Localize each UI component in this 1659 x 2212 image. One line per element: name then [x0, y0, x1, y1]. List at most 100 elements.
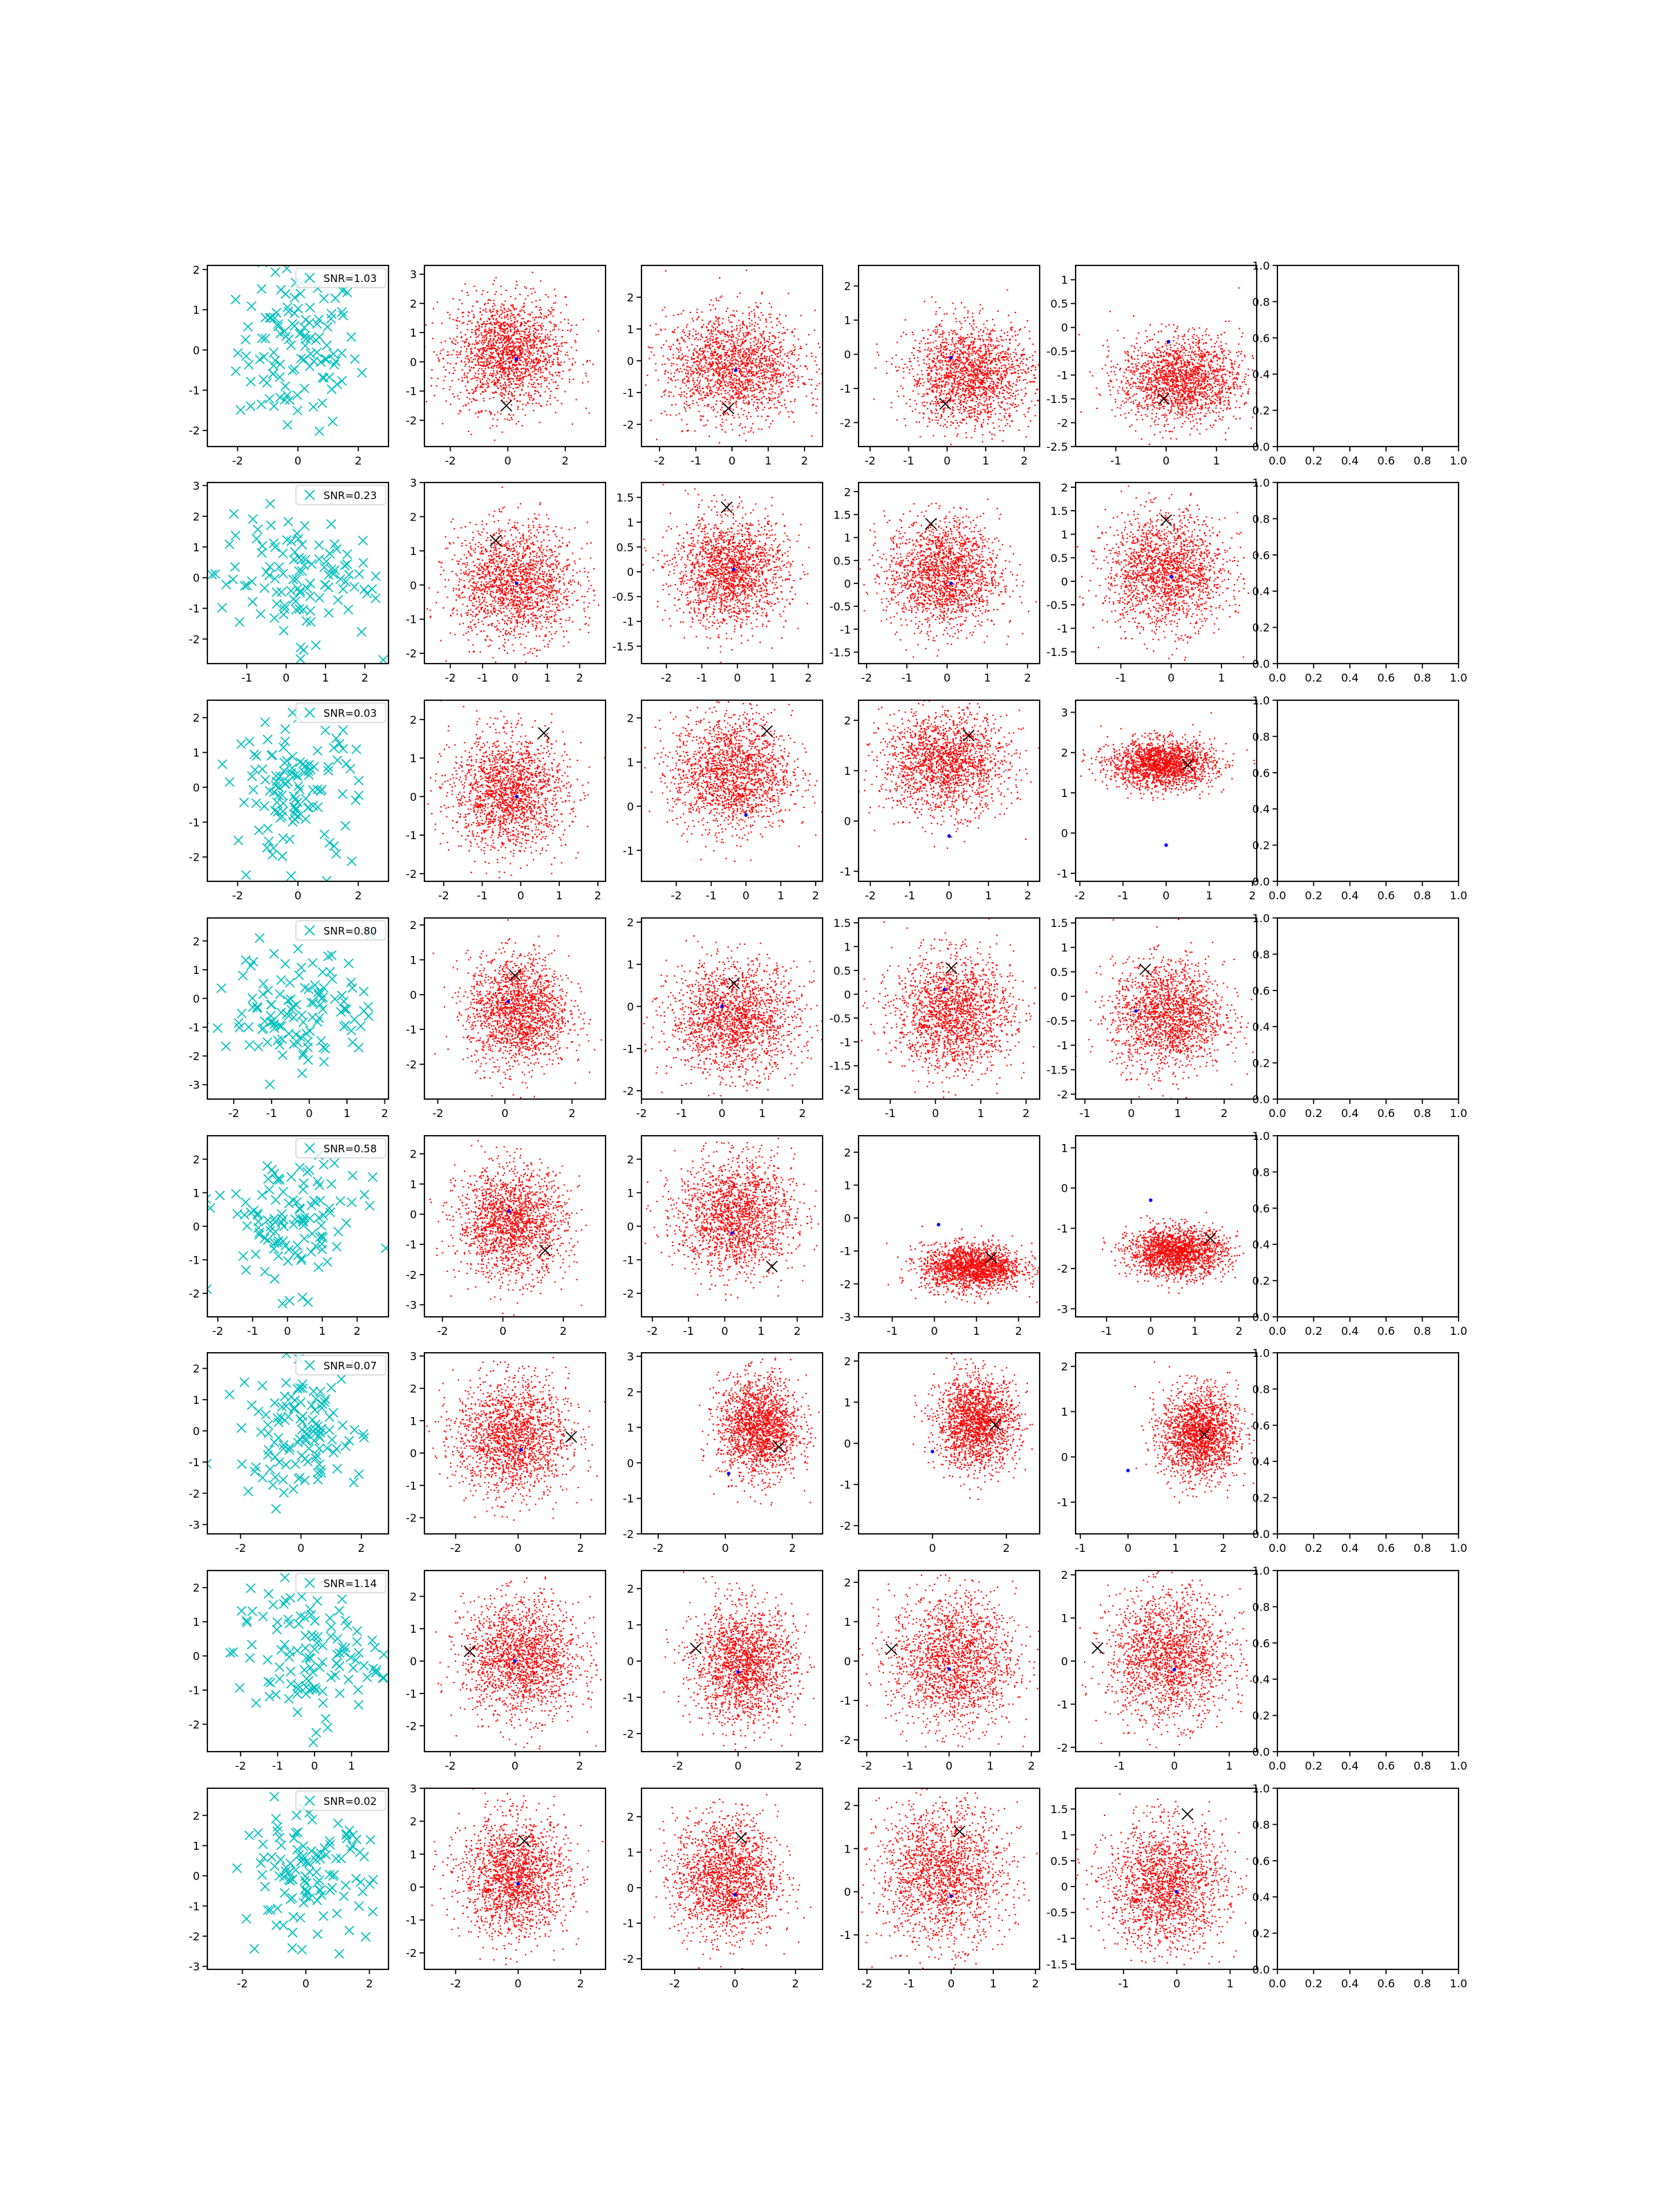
row0-stage1-sample	[481, 337, 483, 339]
row0-stage3-sample	[1009, 397, 1011, 399]
row0-stage3-sample	[921, 402, 924, 404]
row0-stage3-sample	[959, 349, 961, 351]
row0-stage3-sample	[957, 368, 959, 370]
row0-stage1-sample	[529, 357, 531, 359]
row0-stage1-sample	[490, 351, 492, 353]
row0-stage2-sample	[700, 369, 702, 371]
row0-stage1-sample	[530, 367, 532, 369]
row0-stage2-sample	[718, 442, 720, 444]
row0-stage3-sample	[1020, 328, 1022, 330]
row0-observed-point	[233, 348, 243, 358]
row0-stage3-sample	[988, 385, 990, 387]
row0-stage1-sample	[529, 397, 531, 399]
row0-stage1-sample	[505, 362, 507, 364]
row0-stage1-sample	[567, 329, 569, 331]
row0-stage3-sample	[1004, 353, 1006, 355]
row0-stage2-sample	[744, 364, 747, 366]
row0-stage1-sample	[489, 323, 491, 325]
row0-stage1-sample	[456, 319, 458, 321]
row0-stage3-sample	[985, 353, 987, 355]
row0-stage1-sample	[522, 382, 524, 384]
row0-stage3-sample	[991, 380, 993, 382]
row0-stage1-sample	[505, 391, 507, 393]
row0-stage2-sample	[760, 362, 762, 364]
row0-stage1-sample	[534, 376, 536, 378]
row0-stage1-sample	[483, 400, 485, 402]
row0-stage1-sample	[462, 316, 464, 318]
row0-stage2-sample	[791, 330, 794, 332]
row0-stage3-sample	[974, 409, 976, 411]
row0-stage1-sample	[498, 362, 500, 364]
row0-stage3-sample	[986, 356, 988, 358]
row0-stage3-sample	[933, 361, 935, 363]
row0-stage1-sample	[502, 357, 504, 359]
row0-stage2-sample	[748, 402, 750, 404]
row0-stage1-sample	[509, 357, 512, 359]
row0-stage1-sample	[478, 340, 480, 342]
row0-stage1-sample	[477, 348, 479, 350]
row0-stage3-sample	[987, 418, 989, 420]
row0-stage2-sample	[722, 345, 724, 347]
row0-stage2-sample	[716, 392, 718, 394]
row0-stage3-sample	[878, 354, 880, 356]
row0-stage3-sample	[1001, 376, 1003, 378]
row0-stage2-sample	[718, 375, 720, 377]
row0-stage2-sample	[733, 343, 735, 345]
row0-stage2-sample	[743, 433, 745, 435]
row0-stage1-sample	[524, 285, 526, 288]
row0-stage1-sample	[482, 335, 485, 337]
row0-stage2-sample	[719, 324, 721, 326]
row0-stage1-sample	[471, 377, 474, 379]
row0-stage1-sample	[527, 386, 529, 388]
row0-stage1-sample	[511, 371, 513, 373]
row0-stage1-sample	[520, 324, 522, 326]
row0-stage1-sample	[536, 353, 538, 355]
row0-stage1-sample	[503, 324, 505, 326]
row0-stage2-sample	[706, 420, 709, 422]
row0-stage1-sample	[449, 386, 451, 388]
row0-stage1-sample	[526, 351, 528, 353]
row0-stage3-sample	[957, 389, 959, 391]
row0-stage1-sample	[507, 413, 509, 415]
row0-stage1-sample	[469, 344, 471, 346]
row0-stage1-sample	[504, 321, 506, 324]
row0-stage3-sample	[935, 399, 937, 401]
row0-stage1-sample	[484, 389, 486, 391]
row0-stage2-sample	[724, 348, 726, 350]
row0-stage2-sample	[701, 367, 703, 369]
row0-stage1-sample	[508, 340, 510, 342]
row0-stage2-sample	[720, 339, 722, 341]
row0-stage2-sample	[712, 336, 714, 338]
row0-stage2-sample	[670, 378, 672, 380]
row0-stage1-sample	[511, 359, 513, 362]
row0-stage2-sample	[750, 430, 752, 432]
row0-stage2-sample	[770, 379, 772, 382]
row0-stage1-sample	[500, 313, 502, 315]
row0-stage1-sample	[524, 312, 526, 314]
row0-stage2-sample	[720, 355, 722, 357]
row0-stage3-sample	[966, 359, 968, 361]
row0-stage3-sample	[950, 443, 952, 445]
row0-stage1-sample	[582, 364, 584, 366]
row0-stage2-sample	[729, 399, 731, 401]
row0-stage3-sample	[1002, 377, 1004, 379]
row0-stage3-sample	[1011, 366, 1013, 368]
row0-stage2-sample	[720, 368, 722, 371]
row0-stage1-sample	[512, 304, 514, 306]
row0-stage2-sample	[725, 341, 727, 343]
row0-stage1-sample	[545, 368, 547, 371]
row0-stage2-sample	[709, 363, 711, 365]
row0-stage3-sample	[997, 357, 1000, 359]
row0-stage1-sample	[438, 360, 440, 362]
row0-stage2-sample	[761, 397, 763, 399]
row0-stage1-sample	[556, 375, 558, 377]
row0-stage1-sample	[512, 322, 514, 324]
row0-stage2-sample	[662, 309, 664, 311]
row0-stage2-sample	[733, 341, 735, 343]
row0-stage2-sample	[710, 379, 712, 382]
row0-stage2-sample	[672, 357, 674, 359]
row0-stage1-sample	[498, 353, 500, 355]
row0-stage2-sample	[726, 334, 728, 336]
row0-stage3-sample	[987, 411, 989, 413]
